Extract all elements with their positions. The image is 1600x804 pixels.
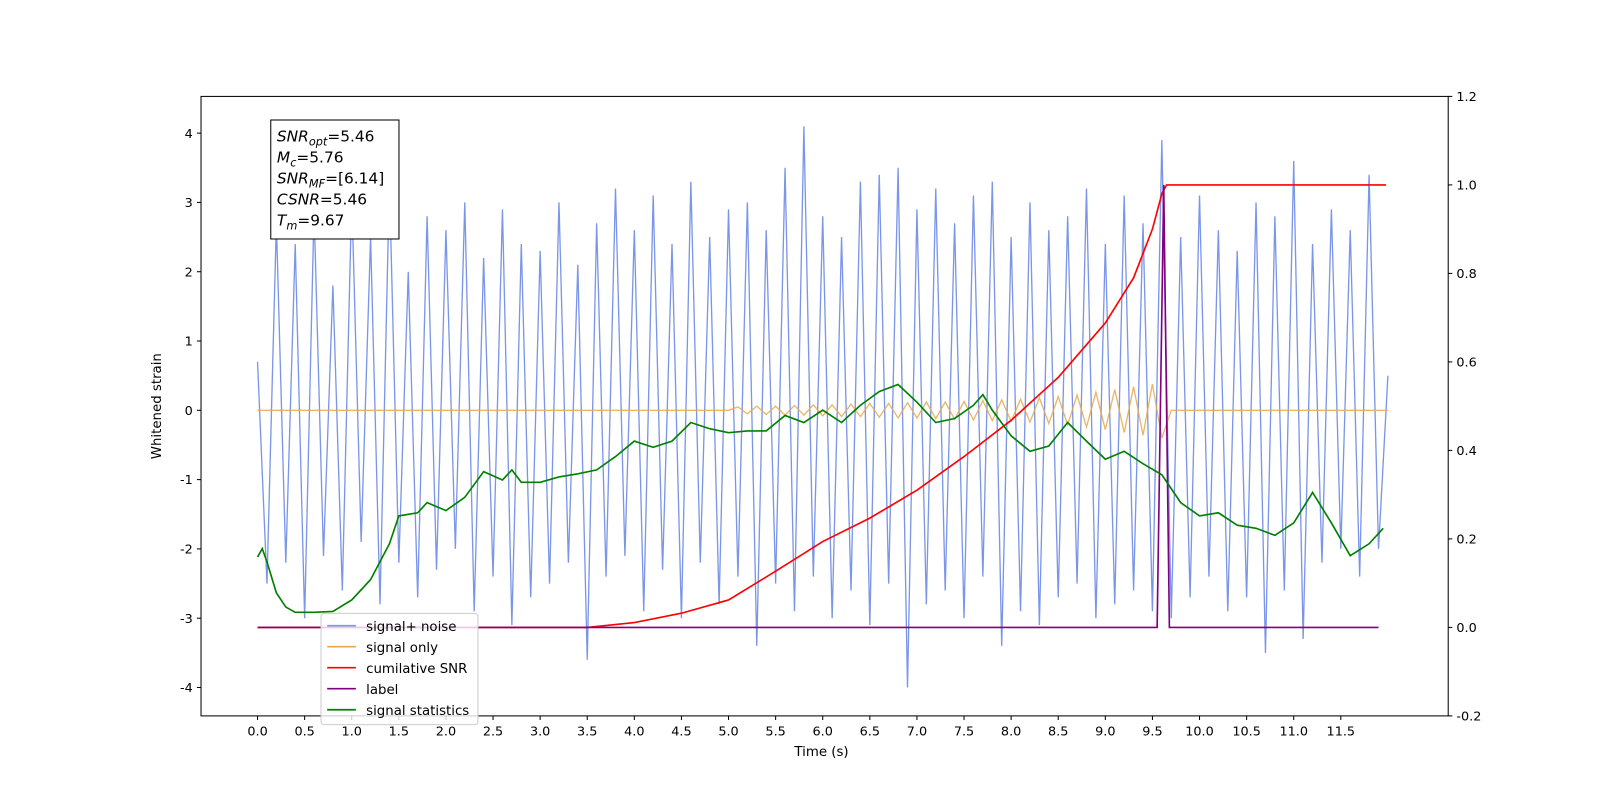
- stats-line: CSNR=5.46: [277, 191, 367, 209]
- plot-frame: [200, 95, 1449, 717]
- x-tick-label: 10.0: [1185, 724, 1214, 739]
- x-tick-label: 10.5: [1232, 724, 1261, 739]
- x-tick-label: 5.5: [765, 724, 785, 739]
- legend-box: [320, 612, 479, 726]
- y2-tick-label: 1.0: [1456, 179, 1476, 194]
- x-tick-label: 1.5: [389, 724, 409, 739]
- stats-value: =5.46: [327, 128, 374, 146]
- y2-tick-label: 0.2: [1456, 533, 1476, 548]
- series-line: [257, 184, 1387, 629]
- stats-line: Mc=5.76: [277, 149, 344, 170]
- stats-name: T: [277, 212, 288, 230]
- x-tick-label: 8.0: [1001, 724, 1021, 739]
- stats-line: SNRopt=5.46: [277, 128, 375, 149]
- stats-name: SNR: [277, 128, 309, 146]
- series-line: [256, 126, 1389, 688]
- y2-tick-label: 0.6: [1456, 356, 1476, 371]
- stats-value: =5.76: [296, 149, 343, 167]
- x-tick-label: 11.5: [1327, 724, 1356, 739]
- x-tick-label: 3.5: [577, 724, 597, 739]
- x-tick-label: 2.5: [483, 724, 503, 739]
- series-line: [257, 383, 1388, 439]
- stats-sub: opt: [309, 136, 328, 149]
- x-axis-label: Time (s): [793, 745, 848, 760]
- y2-tick-label: 0.8: [1456, 267, 1476, 282]
- x-tick-label: 7.0: [907, 724, 927, 739]
- y-tick-label: 3: [185, 196, 193, 211]
- x-tick-label: 11.0: [1279, 724, 1308, 739]
- legend-label: signal only: [366, 641, 438, 656]
- stats-sub: MF: [309, 178, 326, 191]
- x-tick-label: 4.0: [624, 724, 644, 739]
- stats-line: Tm=9.67: [277, 212, 345, 233]
- y-tick-label: 4: [185, 127, 193, 142]
- x-tick-label: 7.5: [954, 724, 974, 739]
- legend-label: signal statistics: [366, 704, 469, 719]
- x-tick-label: 2.0: [436, 724, 456, 739]
- stats-box: [270, 119, 400, 240]
- y-tick-label: -1: [180, 473, 193, 488]
- stats-name: M: [277, 149, 290, 167]
- stats-sub: m: [286, 220, 297, 233]
- y2-tick-label: -0.2: [1456, 710, 1481, 725]
- x-tick-label: 8.5: [1048, 724, 1068, 739]
- stats-line: SNRMF=[6.14]: [277, 170, 384, 191]
- y-axis-label: Whitened strain: [150, 353, 165, 459]
- stats-value: =5.46: [320, 191, 367, 209]
- stats-name: CSNR: [277, 191, 320, 209]
- x-tick-label: 0.5: [294, 724, 314, 739]
- y-tick-label: 2: [185, 265, 193, 280]
- y-tick-label: -2: [180, 543, 193, 558]
- stats-sub: c: [290, 157, 297, 170]
- x-tick-label: 6.0: [813, 724, 833, 739]
- series-line: [256, 383, 1384, 614]
- legend-label: cumilative SNR: [366, 662, 467, 677]
- x-tick-label: 1.0: [342, 724, 362, 739]
- y-tick-label: 1: [185, 335, 193, 350]
- x-tick-label: 3.0: [530, 724, 550, 739]
- y-tick-label: 0: [185, 404, 193, 419]
- stats-value: =[6.14]: [325, 170, 384, 188]
- series-line: [257, 184, 1379, 629]
- legend-label: label: [366, 683, 398, 698]
- y-tick-label: -3: [180, 612, 193, 627]
- y-tick-label: -4: [180, 681, 193, 696]
- y2-tick-label: 1.2: [1456, 90, 1476, 105]
- x-tick-label: 6.5: [860, 724, 880, 739]
- x-tick-label: 9.0: [1095, 724, 1115, 739]
- x-tick-label: 0.0: [247, 724, 267, 739]
- x-tick-label: 5.0: [718, 724, 738, 739]
- x-tick-label: 4.5: [671, 724, 691, 739]
- stats-value: =9.67: [297, 212, 344, 230]
- y2-tick-label: 0.0: [1456, 621, 1476, 636]
- stats-name: SNR: [277, 170, 309, 188]
- x-tick-label: 9.5: [1142, 724, 1162, 739]
- y2-tick-label: 0.4: [1456, 444, 1476, 459]
- legend-label: signal+ noise: [366, 620, 456, 635]
